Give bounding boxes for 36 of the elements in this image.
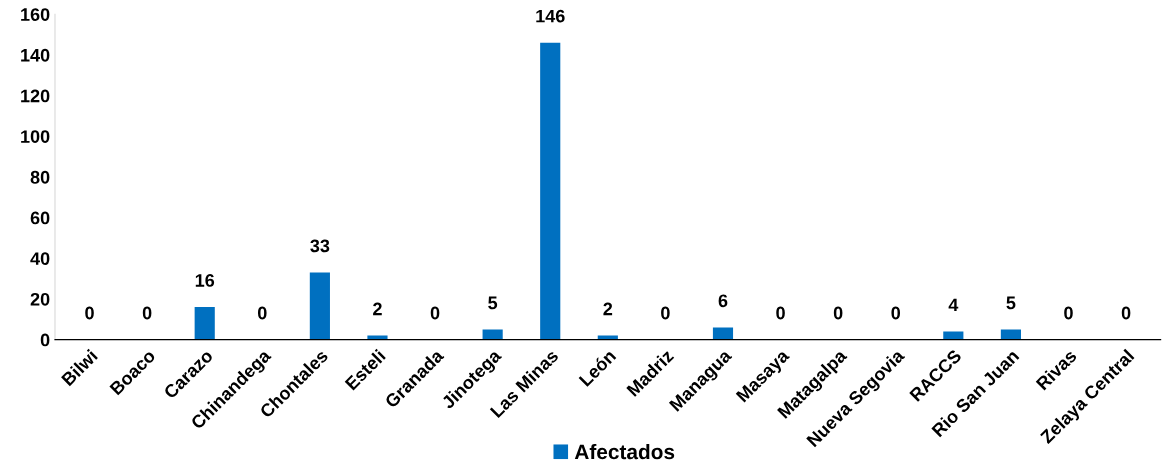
data-label: 33 xyxy=(310,239,330,253)
y-tick-label: 0 xyxy=(40,333,50,347)
data-label: 2 xyxy=(373,302,382,316)
bar xyxy=(540,42,561,340)
data-label: 0 xyxy=(661,306,670,320)
data-label: 4 xyxy=(948,298,959,312)
data-label: 0 xyxy=(142,306,152,320)
y-tick-label: 20 xyxy=(30,292,50,306)
y-tick-label: 80 xyxy=(30,170,50,184)
data-label: 0 xyxy=(1121,306,1131,320)
data-label: 6 xyxy=(718,294,728,308)
data-label: 5 xyxy=(488,296,498,310)
data-label: 0 xyxy=(85,306,94,320)
data-label: 0 xyxy=(1064,306,1073,320)
y-tick-label: 60 xyxy=(30,211,50,225)
bar xyxy=(943,331,964,340)
data-label: 0 xyxy=(891,306,901,320)
y-tick-label: 120 xyxy=(21,89,50,103)
data-label: 0 xyxy=(257,306,267,320)
y-tick-label: 100 xyxy=(21,130,50,143)
data-label: 2 xyxy=(603,302,613,316)
bar xyxy=(309,272,330,340)
legend-label: Afectados xyxy=(574,443,675,460)
data-label: 16 xyxy=(195,274,215,287)
y-tick-label: 40 xyxy=(30,252,50,265)
bar xyxy=(712,327,734,340)
y-tick-label: 140 xyxy=(21,48,50,62)
data-label: 5 xyxy=(1006,296,1016,310)
data-label: 0 xyxy=(776,306,785,320)
bar xyxy=(194,307,215,340)
data-label: 0 xyxy=(430,306,440,320)
bar xyxy=(482,329,503,340)
data-label: 0 xyxy=(833,306,843,320)
bar xyxy=(1000,329,1021,340)
y-tick-label: 160 xyxy=(21,8,50,21)
data-label: 146 xyxy=(536,9,565,23)
